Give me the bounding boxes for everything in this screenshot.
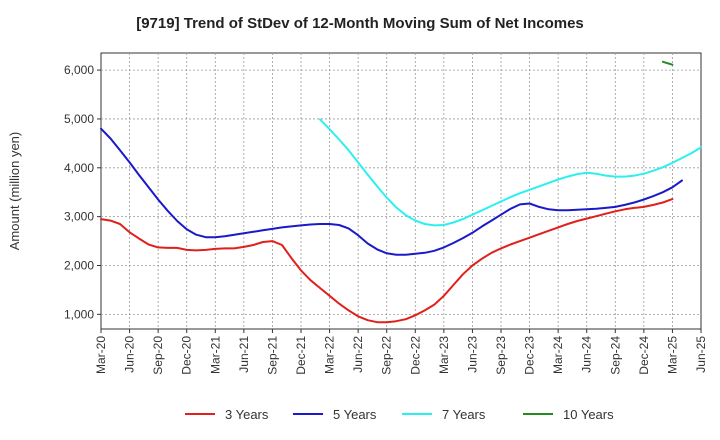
x-tick-label: Jun-24 bbox=[580, 336, 594, 373]
y-tick-label: 3,000 bbox=[64, 210, 94, 224]
y-tick-label: 2,000 bbox=[64, 258, 94, 272]
chart-title: [9719] Trend of StDev of 12-Month Moving… bbox=[136, 15, 584, 32]
plot-area bbox=[100, 52, 702, 330]
series-line-5-years bbox=[100, 127, 683, 256]
legend-label: 10 Years bbox=[563, 407, 614, 422]
y-tick-label: 5,000 bbox=[64, 112, 94, 126]
series-lines bbox=[100, 60, 702, 324]
legend-label: 5 Years bbox=[333, 407, 377, 422]
x-tick-label: Dec-24 bbox=[637, 336, 651, 375]
x-tick-label: Dec-21 bbox=[294, 336, 308, 375]
x-tick-label: Mar-25 bbox=[665, 336, 679, 374]
series-line-7-years bbox=[319, 118, 702, 227]
y-axis-ticks: 1,000 2,000 3,000 4,000 5,000 6,000 bbox=[64, 63, 101, 321]
x-tick-label: Jun-20 bbox=[123, 336, 137, 373]
legend-label: 3 Years bbox=[225, 407, 269, 422]
x-tick-label: Mar-20 bbox=[94, 336, 108, 374]
legend-label: 7 Years bbox=[442, 407, 486, 422]
x-tick-label: Jun-22 bbox=[351, 336, 365, 373]
x-tick-label: Mar-22 bbox=[323, 336, 337, 374]
x-tick-label: Dec-20 bbox=[180, 336, 194, 375]
x-tick-label: Sep-20 bbox=[151, 336, 165, 375]
x-tick-label: Sep-24 bbox=[608, 336, 622, 375]
series-line-10-years bbox=[661, 60, 674, 66]
y-tick-label: 6,000 bbox=[64, 63, 94, 77]
x-tick-label: Jun-23 bbox=[465, 336, 479, 373]
legend: 3 Years 5 Years 7 Years 10 Years bbox=[185, 407, 614, 422]
x-tick-label: Sep-21 bbox=[265, 336, 279, 375]
y-tick-label: 1,000 bbox=[64, 307, 94, 321]
y-axis-label: Amount (million yen) bbox=[7, 132, 22, 251]
series-line-3-years bbox=[100, 198, 674, 324]
x-tick-label: Mar-21 bbox=[208, 336, 222, 374]
x-tick-label: Mar-23 bbox=[437, 336, 451, 374]
x-tick-label: Sep-22 bbox=[380, 336, 394, 375]
y-tick-label: 4,000 bbox=[64, 161, 94, 175]
x-tick-label: Dec-23 bbox=[523, 336, 537, 375]
x-axis-ticks: Mar-20 Jun-20 Sep-20 Dec-20 Mar-21 Jun-21 Sep-… bbox=[94, 329, 708, 375]
x-tick-label: Mar-24 bbox=[551, 336, 565, 374]
gridlines bbox=[101, 53, 701, 329]
x-tick-label: Sep-23 bbox=[494, 336, 508, 375]
x-tick-label: Dec-22 bbox=[408, 336, 422, 375]
x-tick-label: Jun-25 bbox=[694, 336, 708, 373]
x-tick-label: Jun-21 bbox=[237, 336, 251, 373]
